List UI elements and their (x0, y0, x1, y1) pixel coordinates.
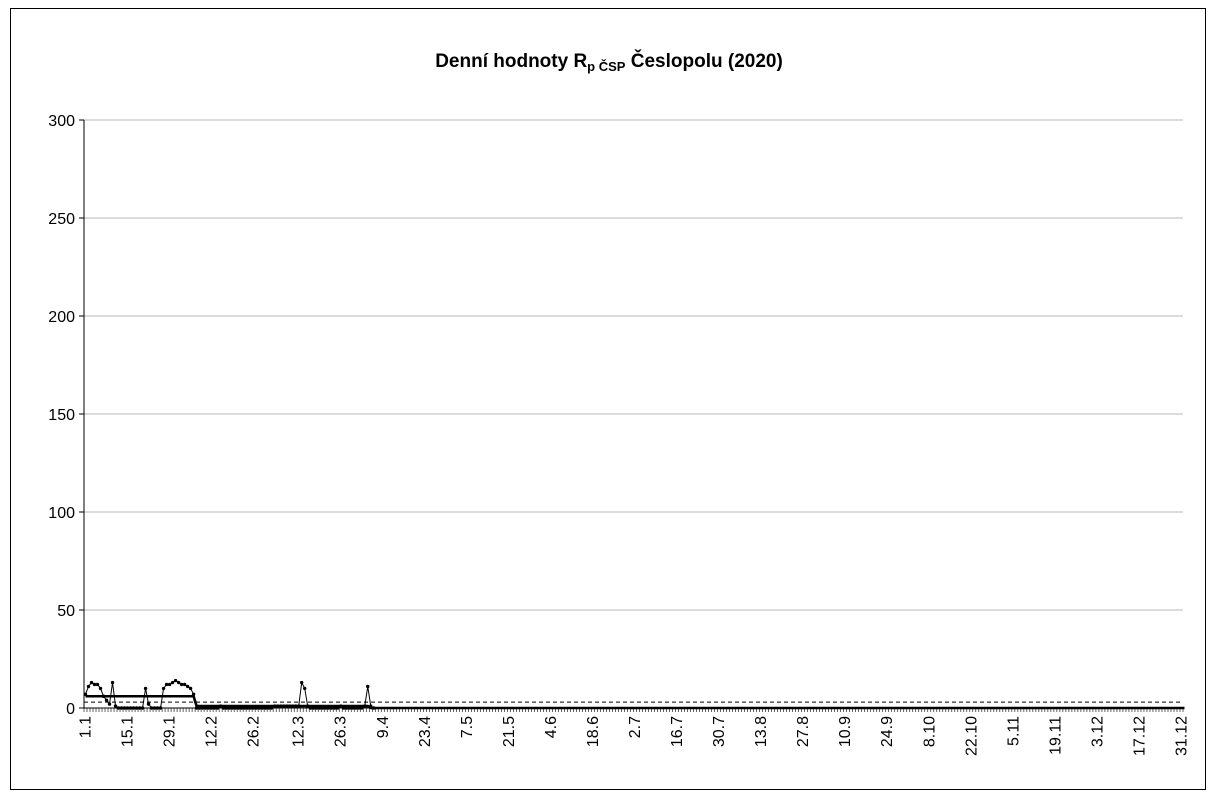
daily-point-day-1 (86, 684, 91, 689)
daily-point-day-13 (122, 706, 127, 710)
chart-title-subscript: p ČSP (587, 59, 626, 74)
x-tick-label-15.1: 15.1 (120, 716, 137, 747)
x-tick-label-12.3: 12.3 (291, 716, 308, 747)
daily-point-day-14 (125, 706, 130, 710)
daily-point-day-33 (182, 682, 187, 687)
x-tick-label-4.6: 4.6 (543, 716, 560, 738)
daily-point-day-34 (185, 684, 190, 689)
chart-title: Denní hodnoty Rp ČSP Česlopolu (2020) (11, 51, 1207, 74)
daily-point-day-30 (173, 678, 178, 683)
daily-point-day-18 (137, 706, 142, 710)
x-tick-label-2.7: 2.7 (627, 716, 644, 738)
x-tick-label-30.7: 30.7 (711, 716, 728, 747)
x-tick-label-26.2: 26.2 (246, 716, 263, 747)
average-step-line (85, 694, 1185, 710)
daily-point-day-19 (140, 706, 145, 710)
y-tick-label-200: 200 (48, 309, 75, 326)
x-tick-label-13.8: 13.8 (753, 716, 770, 747)
daily-point-day-2 (89, 680, 94, 685)
y-tick-label-300: 300 (48, 113, 75, 130)
x-tick-label-16.7: 16.7 (669, 716, 686, 747)
x-tick-label-3.12: 3.12 (1089, 716, 1106, 747)
y-tick-label-100: 100 (48, 505, 75, 522)
chart-title-rest: Česlopolu (2020) (630, 51, 783, 72)
daily-point-day-4 (95, 682, 100, 687)
daily-point-day-72 (299, 680, 304, 685)
y-tick-label-150: 150 (48, 407, 75, 424)
daily-point-day-27 (164, 682, 169, 687)
x-tick-label-19.11: 19.11 (1047, 716, 1064, 755)
daily-point-day-24 (155, 706, 160, 710)
x-tick-label-26.3: 26.3 (333, 716, 350, 747)
x-tick-label-24.9: 24.9 (879, 716, 896, 747)
daily-point-day-94 (366, 684, 370, 689)
daily-point-day-29 (170, 680, 175, 685)
daily-point-day-22 (149, 706, 154, 710)
chart-plot: 0 50 100 150 200 250 300 1.1 15.1 29.1 12.2 26.2 12.… (48, 113, 1190, 756)
y-tick-label-250: 250 (48, 211, 75, 228)
daily-point-day-31 (176, 680, 181, 685)
daily-point-day-8 (107, 702, 112, 706)
x-tick-label-17.12: 17.12 (1131, 716, 1148, 756)
x-tick-label-12.2: 12.2 (204, 716, 221, 747)
daily-point-day-5 (98, 686, 103, 691)
x-tick-label-31.12: 31.12 (1173, 716, 1190, 756)
x-tick-label-23.4: 23.4 (417, 716, 434, 747)
daily-point-day-35 (188, 686, 193, 691)
x-tick-label-18.6: 18.6 (585, 716, 602, 747)
daily-point-day-25 (158, 706, 163, 710)
chart-frame: Denní hodnoty Rp ČSP Česlopolu (2020) 0 5… (10, 8, 1206, 790)
daily-point-day-20 (143, 686, 148, 691)
x-tick-label-9.4: 9.4 (375, 716, 392, 738)
daily-point-day-17 (134, 706, 139, 710)
daily-point-day-73 (303, 686, 307, 691)
daily-point-day-28 (167, 682, 172, 687)
y-tick-label-50: 50 (57, 603, 75, 620)
x-tick-label-1.1: 1.1 (78, 716, 95, 738)
x-tick-label-5.11: 5.11 (1005, 716, 1022, 746)
x-tick-label-29.1: 29.1 (162, 716, 179, 747)
daily-point-day-26 (161, 686, 166, 691)
daily-point-day-3 (92, 682, 97, 687)
x-tick-label-8.10: 8.10 (921, 716, 938, 747)
daily-point-day-15 (128, 706, 133, 710)
daily-point-day-10 (113, 704, 118, 708)
daily-point-day-11 (116, 706, 121, 710)
chart-title-main: Denní hodnoty R (435, 51, 588, 72)
y-tick-label-0: 0 (66, 701, 75, 718)
x-axis-day-ticks (83, 708, 1184, 712)
daily-point-day-21 (146, 702, 151, 706)
daily-point-day-23 (152, 706, 157, 710)
daily-series-line (85, 679, 375, 709)
x-tick-label-22.10: 22.10 (963, 716, 980, 756)
x-tick-label-7.5: 7.5 (459, 716, 476, 738)
daily-point-day-12 (119, 706, 124, 710)
daily-point-day-32 (179, 682, 184, 687)
daily-point-day-16 (131, 706, 136, 710)
x-tick-label-10.9: 10.9 (837, 716, 854, 747)
x-tick-label-27.8: 27.8 (795, 716, 812, 747)
x-tick-label-21.5: 21.5 (501, 716, 518, 747)
daily-point-day-9 (110, 680, 115, 685)
daily-point-day-7 (104, 698, 109, 702)
